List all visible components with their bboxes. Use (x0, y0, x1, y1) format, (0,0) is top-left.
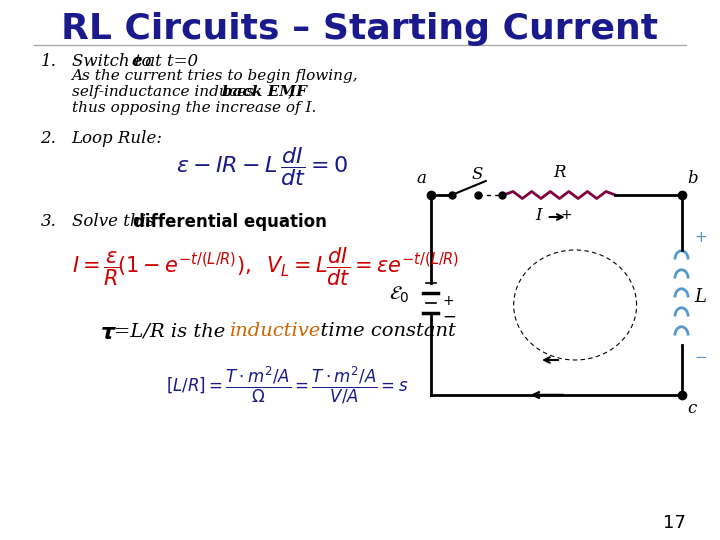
Text: differential equation: differential equation (133, 213, 327, 231)
Text: −: − (695, 350, 708, 365)
Text: b: b (687, 170, 698, 187)
Text: −: − (442, 308, 456, 326)
Text: =L/R is the: =L/R is the (114, 322, 232, 340)
Text: self-inductance induces: self-inductance induces (71, 85, 258, 99)
Text: R: R (553, 164, 566, 181)
Text: ,: , (288, 85, 293, 99)
Text: +: + (442, 294, 454, 308)
Text: Solve this: Solve this (71, 213, 159, 230)
Text: thus opposing the increase of I.: thus opposing the increase of I. (71, 101, 316, 115)
Text: $\varepsilon - IR - L\,\dfrac{dI}{dt} = 0$: $\varepsilon - IR - L\,\dfrac{dI}{dt} = … (176, 145, 348, 188)
Text: Loop Rule:: Loop Rule: (71, 130, 163, 147)
Text: L: L (695, 288, 707, 307)
Text: c: c (687, 400, 696, 417)
Text: 17: 17 (663, 514, 686, 532)
Text: at t=0: at t=0 (140, 53, 198, 70)
Text: e: e (131, 53, 142, 70)
Text: $I = \dfrac{\varepsilon}{R}\!\left(1 - e^{-t/(L/R)}\right),\;\;V_L = L\dfrac{dI}: $I = \dfrac{\varepsilon}{R}\!\left(1 - e… (71, 245, 459, 287)
Text: As the current tries to begin flowing,: As the current tries to begin flowing, (71, 69, 358, 83)
Text: S: S (471, 166, 482, 183)
Text: +: + (695, 230, 708, 245)
Text: $\mathcal{E}_0$: $\mathcal{E}_0$ (390, 285, 410, 305)
Text: Switch to: Switch to (71, 53, 156, 70)
Text: 1.: 1. (40, 53, 56, 70)
Text: +: + (560, 208, 572, 222)
Text: $\left[L/R\right] = \dfrac{T \cdot m^2/A}{\Omega} = \dfrac{T \cdot m^2/A}{V/A} =: $\left[L/R\right] = \dfrac{T \cdot m^2/A… (166, 365, 408, 406)
Text: I: I (536, 206, 542, 224)
Text: 2.: 2. (40, 130, 56, 147)
Text: RL Circuits – Starting Current: RL Circuits – Starting Current (61, 12, 659, 46)
Text: inductive: inductive (230, 322, 320, 340)
Text: 3.: 3. (40, 213, 56, 230)
Text: back EMF: back EMF (222, 85, 307, 99)
Text: $\boldsymbol{\tau}$: $\boldsymbol{\tau}$ (100, 322, 117, 344)
Text: time constant: time constant (308, 322, 456, 340)
Text: a: a (416, 170, 426, 187)
